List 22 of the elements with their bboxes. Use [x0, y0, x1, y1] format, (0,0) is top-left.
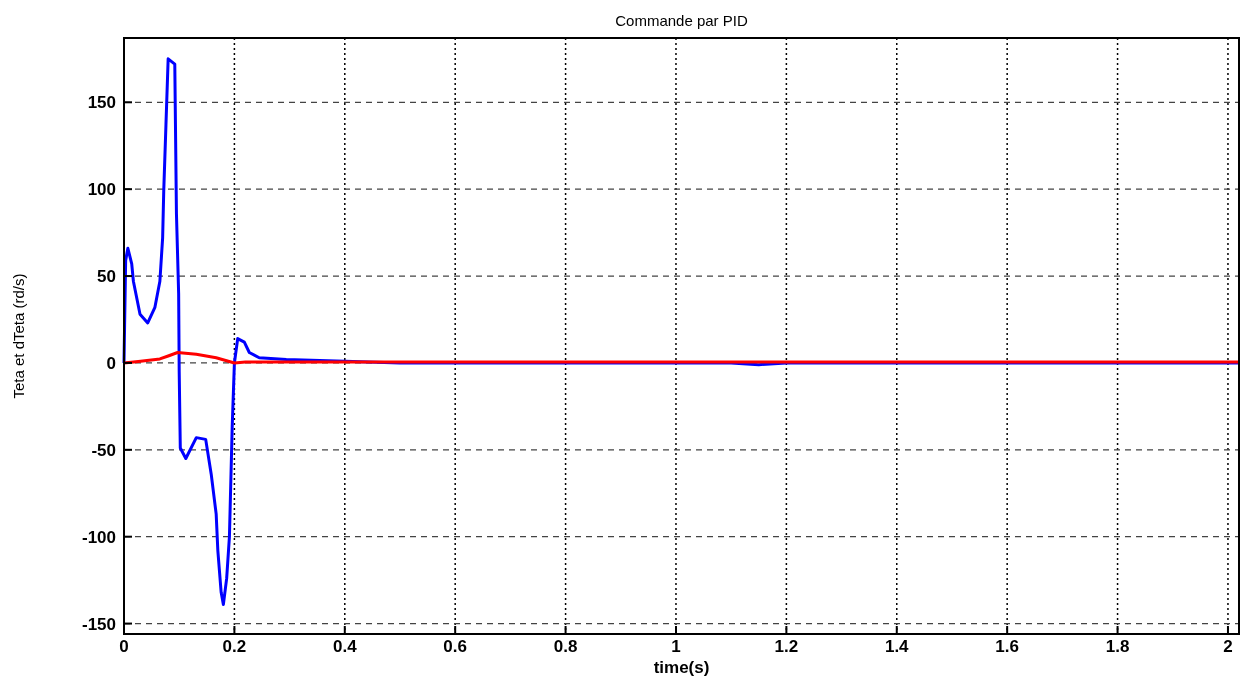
x-tick-label: 1.8	[1105, 637, 1130, 656]
x-tick-label: 1.6	[995, 637, 1019, 656]
y-tick-label: -150	[81, 614, 116, 634]
x-tick-label: 0	[119, 637, 129, 656]
y-tick-label: -50	[91, 440, 116, 460]
x-tick-label: 0.4	[332, 637, 358, 656]
y-tick-label: -100	[81, 527, 116, 547]
y-tick-label: 150	[87, 93, 116, 113]
x-tick-label: 0.6	[443, 637, 468, 656]
chart-title: Commande par PID	[615, 12, 748, 29]
x-tick-label: 1.2	[774, 637, 799, 656]
x-tick-label: 2	[1223, 637, 1233, 656]
line-series	[122, 351, 1241, 365]
x-tick-label: 0.2	[222, 637, 247, 656]
x-tick-label: 1	[671, 637, 681, 656]
x-tick-label: 1.4	[884, 637, 910, 656]
y-axis-title: Teta et dTeta (rd/s)	[10, 273, 27, 399]
y-tick-label: 0	[106, 353, 116, 373]
y-tick-label: 100	[87, 180, 116, 200]
x-axis-title: time(s)	[653, 658, 710, 677]
y-tick-label: 50	[97, 267, 116, 287]
x-tick-label: 0.8	[553, 637, 578, 656]
